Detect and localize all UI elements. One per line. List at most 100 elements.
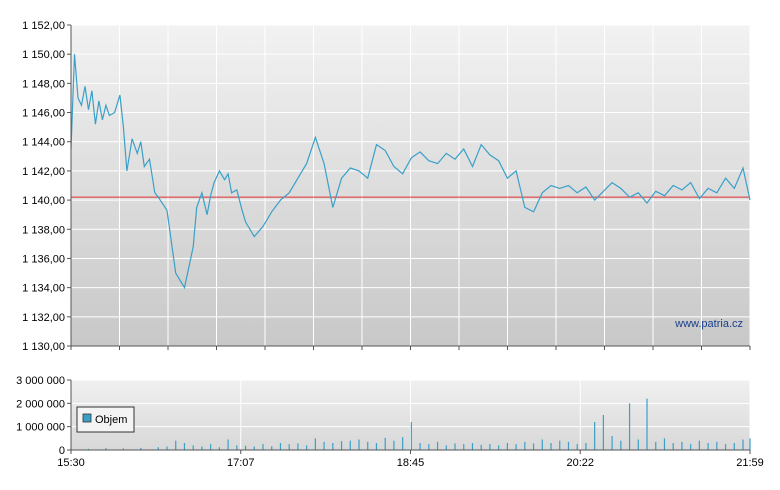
volume-bar <box>358 439 360 450</box>
volume-x-tick-label: 17:07 <box>227 457 255 469</box>
volume-y-axis: 0 1 000 000 2 000 000 3 000 000 <box>16 375 71 457</box>
volume-x-tick-label: 21:59 <box>736 457 764 469</box>
volume-bar <box>306 445 308 450</box>
volume-bar <box>672 443 674 450</box>
price-y-axis: 1 130,00 1 132,00 1 134,00 1 136,00 1 138,00… <box>22 20 71 353</box>
volume-bar <box>480 444 482 450</box>
volume-bar <box>690 444 692 450</box>
volume-bar <box>498 445 500 450</box>
volume-bar <box>201 446 203 450</box>
volume-bar <box>646 398 648 450</box>
volume-bar <box>733 443 735 450</box>
price-y-tick-label: 1 142,00 <box>22 166 65 178</box>
volume-bar <box>410 422 412 450</box>
volume-y-tick-label: 2 000 000 <box>16 398 65 410</box>
price-x-ticks <box>70 346 751 350</box>
volume-bar <box>262 443 264 450</box>
volume-x-axis: 15:30 17:07 18:45 20:22 21:59 <box>57 450 764 469</box>
volume-bar <box>87 448 90 450</box>
price-y-tick-label: 1 130,00 <box>22 341 65 353</box>
volume-bar <box>218 447 220 450</box>
volume-x-tick-label: 20:22 <box>566 457 594 469</box>
volume-bar <box>140 447 142 450</box>
volume-bar <box>524 441 526 450</box>
price-y-tick-label: 1 136,00 <box>22 253 65 265</box>
volume-bar <box>681 441 683 450</box>
volume-bar <box>384 437 386 450</box>
volume-bar <box>471 443 474 450</box>
volume-bar <box>541 439 543 450</box>
price-y-tick-label: 1 140,00 <box>22 195 65 207</box>
legend-label: Objem <box>95 414 127 426</box>
volume-bar <box>628 403 631 450</box>
volume-bar <box>594 422 596 450</box>
volume-bar <box>419 443 421 450</box>
volume-bar <box>340 441 343 450</box>
price-y-tick-label: 1 152,00 <box>22 20 65 32</box>
volume-bar <box>402 437 404 450</box>
volume-bar <box>620 440 622 450</box>
volume-bar <box>655 441 657 450</box>
volume-bar <box>157 447 159 450</box>
volume-bar <box>742 439 744 450</box>
legend-swatch <box>82 413 92 423</box>
volume-bar <box>428 444 430 450</box>
price-y-tick-label: 1 132,00 <box>22 312 65 324</box>
volume-bar <box>367 441 369 450</box>
price-y-tick-label: 1 146,00 <box>22 108 65 120</box>
volume-bar <box>559 440 561 450</box>
price-y-tick-label: 1 148,00 <box>22 78 65 90</box>
volume-bar <box>532 443 535 450</box>
volume-legend: Objem <box>76 406 135 433</box>
volume-bar <box>314 438 316 450</box>
volume-bar <box>210 444 212 450</box>
price-y-tick-label: 1 134,00 <box>22 283 65 295</box>
volume-bar <box>611 436 613 450</box>
volume-x-tick-label: 18:45 <box>397 457 425 469</box>
watermark: www.patria.cz <box>674 318 743 330</box>
volume-y-tick-label: 1 000 000 <box>16 422 65 434</box>
volume-bar <box>105 448 107 450</box>
price-y-tick-label: 1 144,00 <box>22 137 65 149</box>
volume-bar <box>244 445 247 450</box>
volume-bar <box>749 438 751 450</box>
volume-bar <box>602 415 604 450</box>
volume-bar <box>288 444 290 450</box>
volume-bar <box>271 446 273 450</box>
price-series-line <box>70 54 751 290</box>
volume-bar <box>332 443 334 450</box>
volume-bar <box>175 440 177 450</box>
volume-bar <box>707 443 709 450</box>
volume-bar <box>122 448 124 450</box>
volume-bar <box>253 446 255 450</box>
volume-bar <box>724 444 727 450</box>
volume-bar <box>506 443 508 450</box>
volume-bars <box>70 398 751 450</box>
price-panel: 1 130,00 1 132,00 1 134,00 1 136,00 1 138,00… <box>22 20 751 353</box>
volume-bar <box>445 445 447 450</box>
volume-x-tick-label: 15:30 <box>57 457 85 469</box>
volume-bar <box>297 443 299 450</box>
volume-bar <box>454 443 456 450</box>
volume-bar <box>585 443 587 450</box>
volume-bar <box>393 440 395 450</box>
volume-bar <box>166 446 168 450</box>
volume-bar <box>279 443 282 450</box>
volume-bar <box>515 444 517 450</box>
volume-bar <box>489 444 491 450</box>
volume-y-tick-label: 0 <box>59 445 65 457</box>
volume-bar <box>227 439 229 450</box>
volume-bar <box>698 440 700 450</box>
volume-bar <box>576 444 578 450</box>
volume-bar <box>637 439 639 450</box>
volume-bar <box>236 445 238 450</box>
volume-bar <box>436 441 439 450</box>
price-y-tick-label: 1 150,00 <box>22 49 65 61</box>
volume-bar <box>323 441 325 450</box>
volume-bar <box>375 443 378 450</box>
volume-bar <box>192 445 194 450</box>
volume-bar <box>463 444 465 450</box>
volume-bar <box>349 440 351 450</box>
volume-y-tick-label: 3 000 000 <box>16 375 65 387</box>
